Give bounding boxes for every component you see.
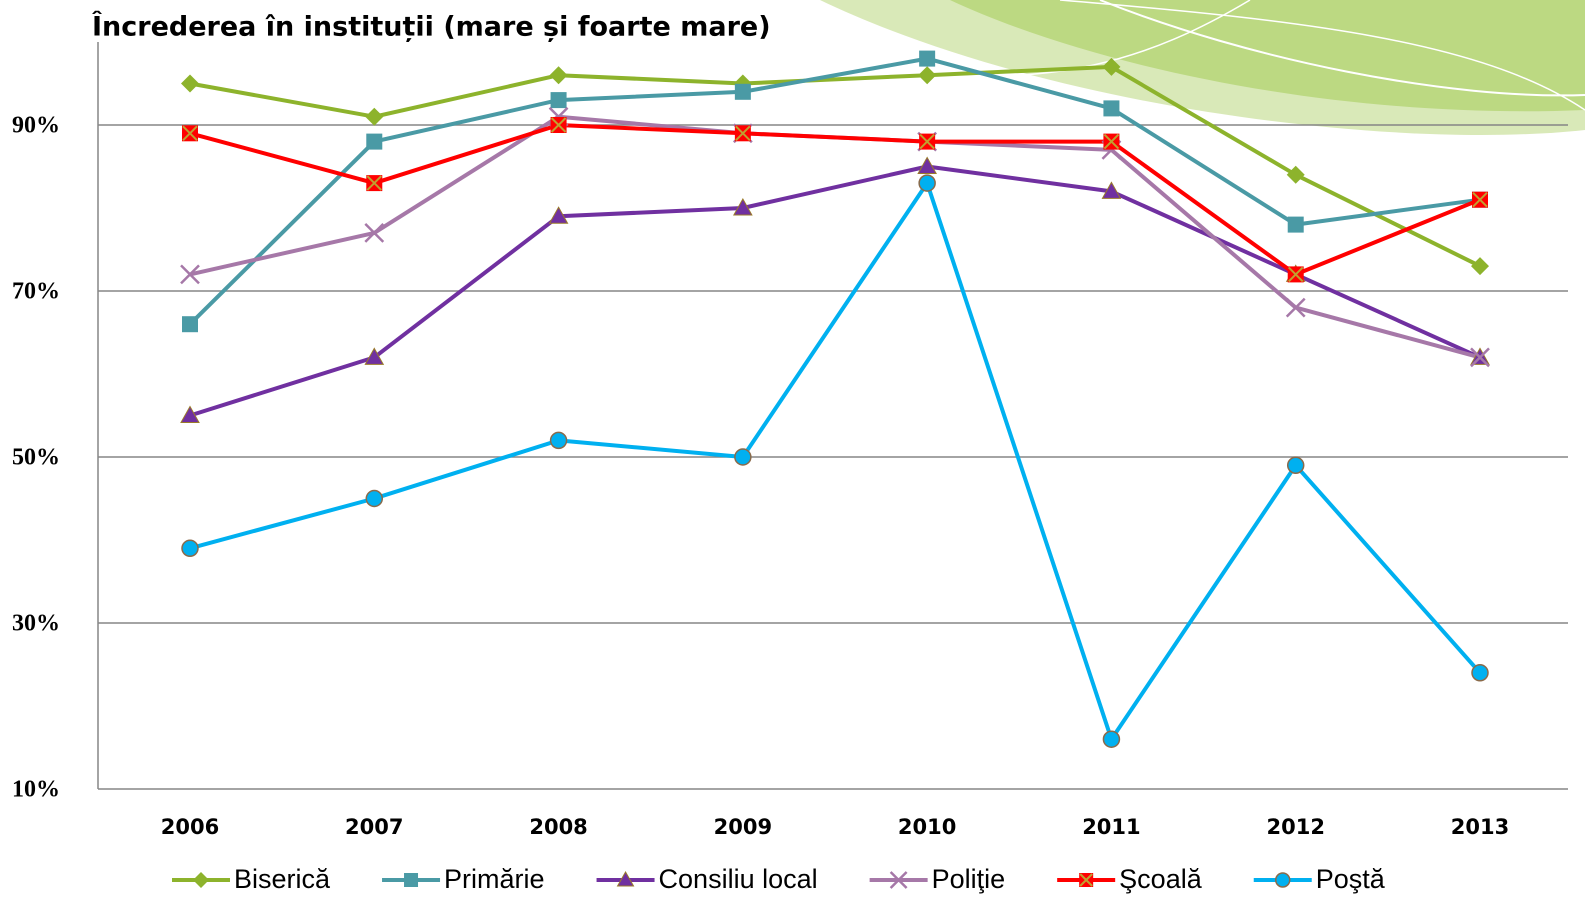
marker bbox=[918, 66, 936, 84]
marker-shape bbox=[919, 51, 935, 67]
legend-label: Poştă bbox=[1316, 864, 1386, 894]
marker bbox=[182, 316, 198, 332]
marker-shape bbox=[735, 449, 751, 465]
marker-shape bbox=[1472, 665, 1488, 681]
marker bbox=[1288, 457, 1304, 473]
legend-label: Poliţie bbox=[932, 864, 1006, 894]
marker-shape bbox=[919, 175, 935, 191]
marker-shape bbox=[918, 66, 936, 84]
marker bbox=[919, 175, 935, 191]
marker bbox=[735, 84, 751, 100]
marker-shape bbox=[1287, 166, 1305, 184]
marker bbox=[1079, 873, 1093, 887]
chart-title: Încrederea în instituții (mare și foarte… bbox=[92, 11, 771, 43]
marker bbox=[1103, 134, 1119, 150]
marker-shape bbox=[735, 84, 751, 100]
marker bbox=[919, 134, 935, 150]
x-tick-label: 2010 bbox=[898, 815, 956, 839]
marker-shape bbox=[1288, 457, 1304, 473]
marker bbox=[1288, 217, 1304, 233]
y-tick-label: 50% bbox=[12, 445, 60, 471]
marker bbox=[182, 125, 198, 141]
chart: Încrederea în instituții (mare și foarte… bbox=[0, 0, 1585, 906]
marker-shape bbox=[404, 873, 418, 887]
marker-shape bbox=[1471, 257, 1489, 275]
marker bbox=[366, 175, 382, 191]
x-tick-label: 2009 bbox=[714, 815, 772, 839]
marker-shape bbox=[181, 75, 199, 93]
marker bbox=[181, 75, 199, 93]
marker bbox=[193, 872, 209, 888]
series-line bbox=[190, 125, 1480, 274]
y-tick-label: 90% bbox=[12, 113, 60, 139]
x-tick-label: 2011 bbox=[1082, 815, 1140, 839]
marker bbox=[404, 873, 418, 887]
marker-shape bbox=[550, 66, 568, 84]
x-tick-label: 2013 bbox=[1451, 815, 1509, 839]
marker bbox=[735, 125, 751, 141]
marker bbox=[366, 491, 382, 507]
y-tick-label: 70% bbox=[12, 279, 60, 305]
legend: Biserică Primărie Consiliu local Poliţie Şco… bbox=[172, 864, 1386, 894]
background-decoration bbox=[820, 0, 1585, 135]
marker-shape bbox=[1103, 100, 1119, 116]
marker-shape bbox=[1276, 873, 1290, 887]
x-tick-label: 2012 bbox=[1266, 815, 1324, 839]
marker bbox=[1287, 166, 1305, 184]
y-tick-label: 10% bbox=[12, 777, 60, 803]
marker-shape bbox=[1103, 731, 1119, 747]
legend-label: Biserică bbox=[234, 864, 331, 894]
marker bbox=[1103, 100, 1119, 116]
marker bbox=[1288, 266, 1304, 282]
marker-shape bbox=[551, 92, 567, 108]
legend-label: Consiliu local bbox=[659, 864, 818, 894]
marker bbox=[365, 108, 383, 126]
marker bbox=[1472, 192, 1488, 208]
marker bbox=[1471, 257, 1489, 275]
marker bbox=[551, 92, 567, 108]
marker bbox=[1103, 731, 1119, 747]
marker-shape bbox=[1288, 217, 1304, 233]
x-tick-label: 2006 bbox=[161, 815, 219, 839]
marker bbox=[735, 449, 751, 465]
marker-shape bbox=[193, 872, 209, 888]
legend-label: Primărie bbox=[444, 864, 545, 894]
marker bbox=[551, 117, 567, 133]
x-tick-label: 2008 bbox=[529, 815, 587, 839]
marker bbox=[366, 134, 382, 150]
marker bbox=[1276, 873, 1290, 887]
marker bbox=[1472, 665, 1488, 681]
marker bbox=[551, 432, 567, 448]
marker bbox=[919, 51, 935, 67]
marker-shape bbox=[366, 134, 382, 150]
marker-shape bbox=[365, 108, 383, 126]
marker bbox=[182, 540, 198, 556]
y-tick-label: 30% bbox=[12, 611, 60, 637]
marker-shape bbox=[182, 540, 198, 556]
marker bbox=[550, 66, 568, 84]
x-tick-label: 2007 bbox=[345, 815, 403, 839]
marker-shape bbox=[182, 316, 198, 332]
legend-label: Şcoală bbox=[1119, 864, 1203, 894]
marker-shape bbox=[551, 432, 567, 448]
marker-shape bbox=[366, 491, 382, 507]
